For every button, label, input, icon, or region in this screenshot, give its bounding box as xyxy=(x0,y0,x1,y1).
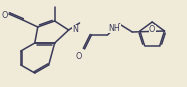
Text: O: O xyxy=(1,11,8,19)
Text: O: O xyxy=(149,25,155,34)
Text: O: O xyxy=(75,52,82,61)
Text: N: N xyxy=(73,25,79,35)
Text: NH: NH xyxy=(108,24,120,33)
